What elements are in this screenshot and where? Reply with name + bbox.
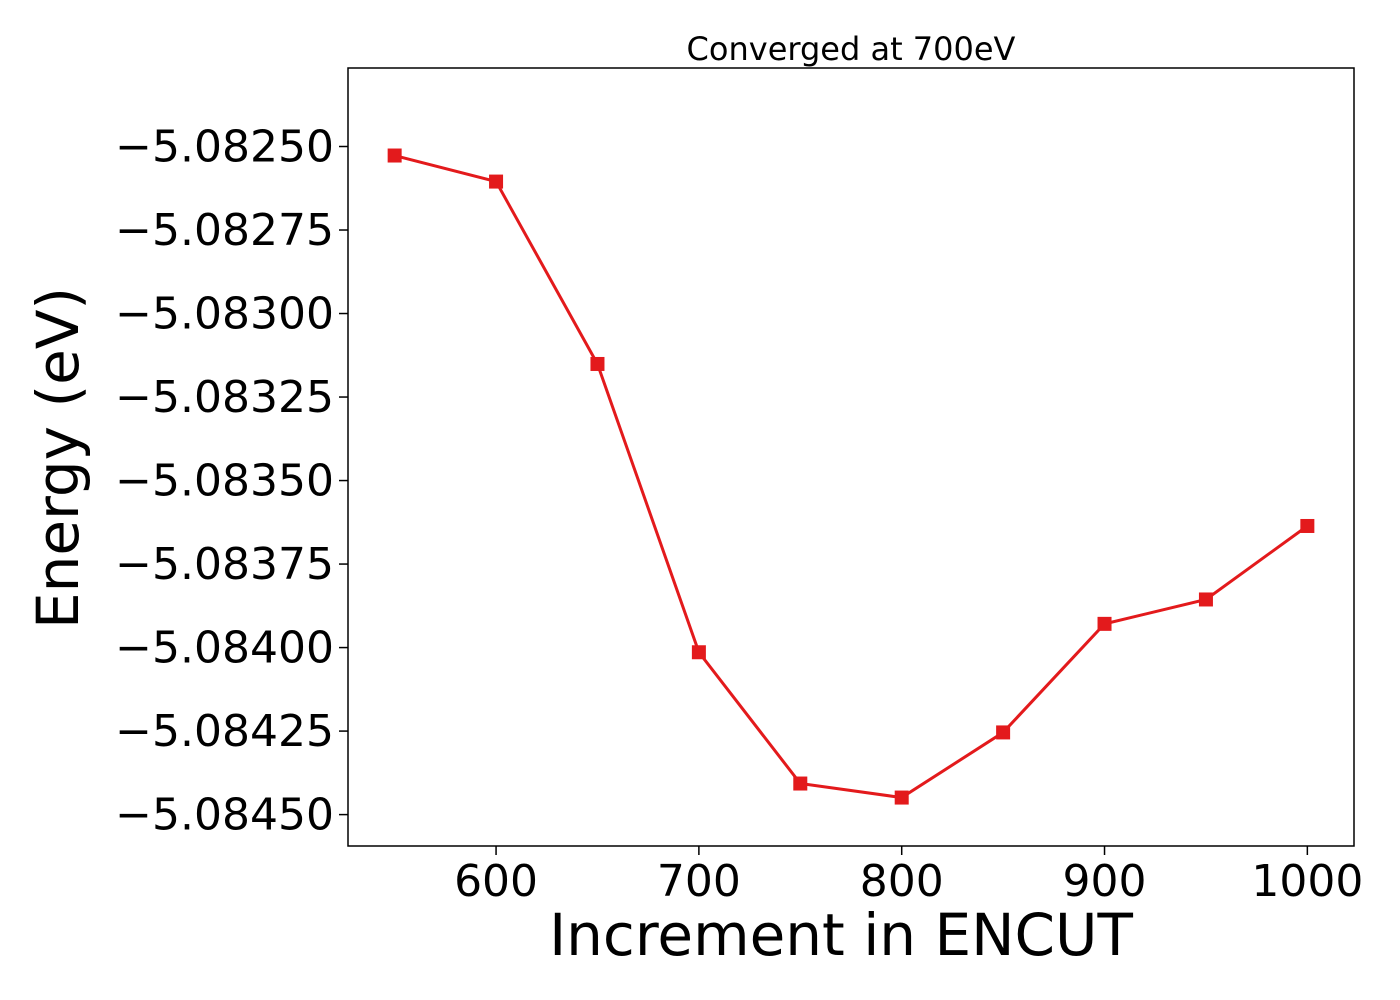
- data-point-marker: [1300, 518, 1315, 533]
- x-tick-label: 800: [860, 856, 944, 907]
- x-tick-label: 1000: [1251, 856, 1363, 907]
- x-tick-label: 700: [657, 856, 741, 907]
- x-tick-label: 600: [454, 856, 538, 907]
- y-tick-label: −5.08375: [115, 539, 334, 590]
- data-point-marker: [996, 725, 1011, 740]
- plot-area: [387, 148, 1315, 805]
- plot-frame: [347, 67, 1355, 847]
- y-axis-ticks: −5.08250 −5.08275 −5.08300 −5.08325 −5.08350…: [115, 122, 348, 841]
- y-axis-label: Energy (eV): [24, 287, 92, 629]
- data-point-marker: [1097, 616, 1112, 631]
- y-tick-label: −5.08400: [115, 623, 334, 674]
- data-point-marker: [489, 174, 504, 189]
- y-tick-label: −5.08300: [115, 289, 334, 340]
- series-line: [394, 154, 1309, 800]
- data-point-marker: [1198, 592, 1213, 607]
- data-point-marker: [590, 356, 605, 371]
- x-axis-label: Increment in ENCUT: [549, 901, 1133, 969]
- data-point-marker: [894, 790, 909, 805]
- x-axis-ticks: 600 700 800 900 1000: [454, 846, 1363, 907]
- x-tick-label: 900: [1063, 856, 1147, 907]
- y-tick-label: −5.08250: [115, 122, 334, 173]
- y-tick-label: −5.08425: [115, 706, 334, 757]
- data-point-marker: [387, 148, 402, 163]
- chart-title: Converged at 700eV: [687, 30, 1016, 68]
- y-tick-label: −5.08450: [115, 790, 334, 841]
- data-point-marker: [691, 645, 706, 660]
- y-tick-label: −5.08325: [115, 372, 334, 423]
- y-tick-label: −5.08275: [115, 205, 334, 256]
- y-tick-label: −5.08350: [115, 456, 334, 507]
- data-point-marker: [793, 776, 808, 791]
